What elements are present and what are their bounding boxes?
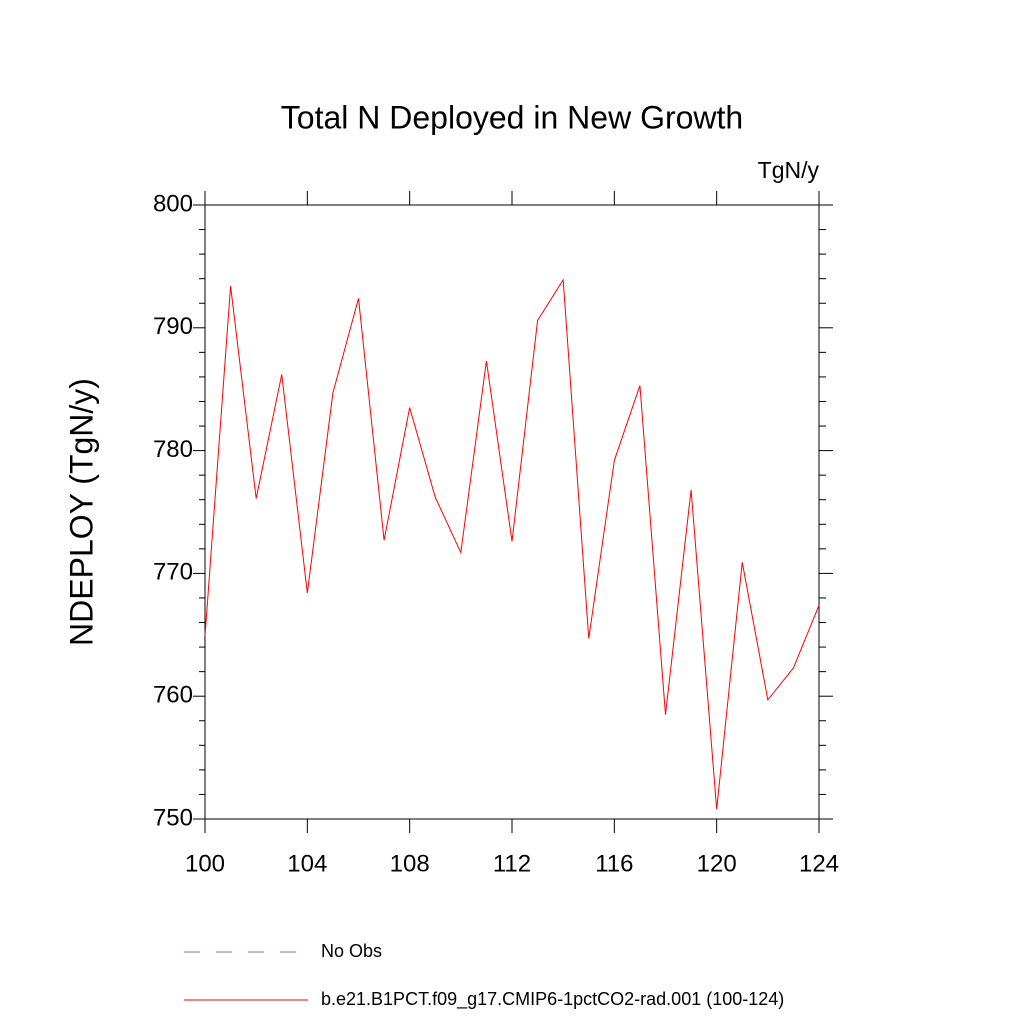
y-tick-label: 780 bbox=[153, 436, 193, 463]
x-tick-label: 104 bbox=[287, 850, 327, 877]
x-tick-label: 124 bbox=[799, 850, 839, 877]
x-tick-label: 112 bbox=[493, 850, 531, 877]
x-tick-label: 108 bbox=[390, 850, 430, 877]
y-tick-label: 750 bbox=[153, 804, 193, 831]
legend-label: b.e21.B1PCT.f09_g17.CMIP6-1pctCO2-rad.00… bbox=[321, 989, 784, 1010]
legend-label: No Obs bbox=[321, 941, 382, 961]
y-tick-label: 800 bbox=[153, 190, 193, 217]
units-label: TgN/y bbox=[758, 157, 820, 183]
x-tick-label: 120 bbox=[697, 850, 737, 877]
y-axis-label: NDEPLOY (TgN/y) bbox=[63, 378, 99, 646]
x-tick-label: 100 bbox=[185, 850, 225, 877]
data-line bbox=[204, 278, 820, 810]
chart-title: Total N Deployed in New Growth bbox=[281, 99, 743, 135]
y-tick-label: 760 bbox=[153, 682, 193, 709]
x-tick-label: 116 bbox=[595, 850, 633, 877]
y-tick-label: 790 bbox=[153, 313, 193, 340]
y-tick-label: 770 bbox=[153, 559, 193, 586]
